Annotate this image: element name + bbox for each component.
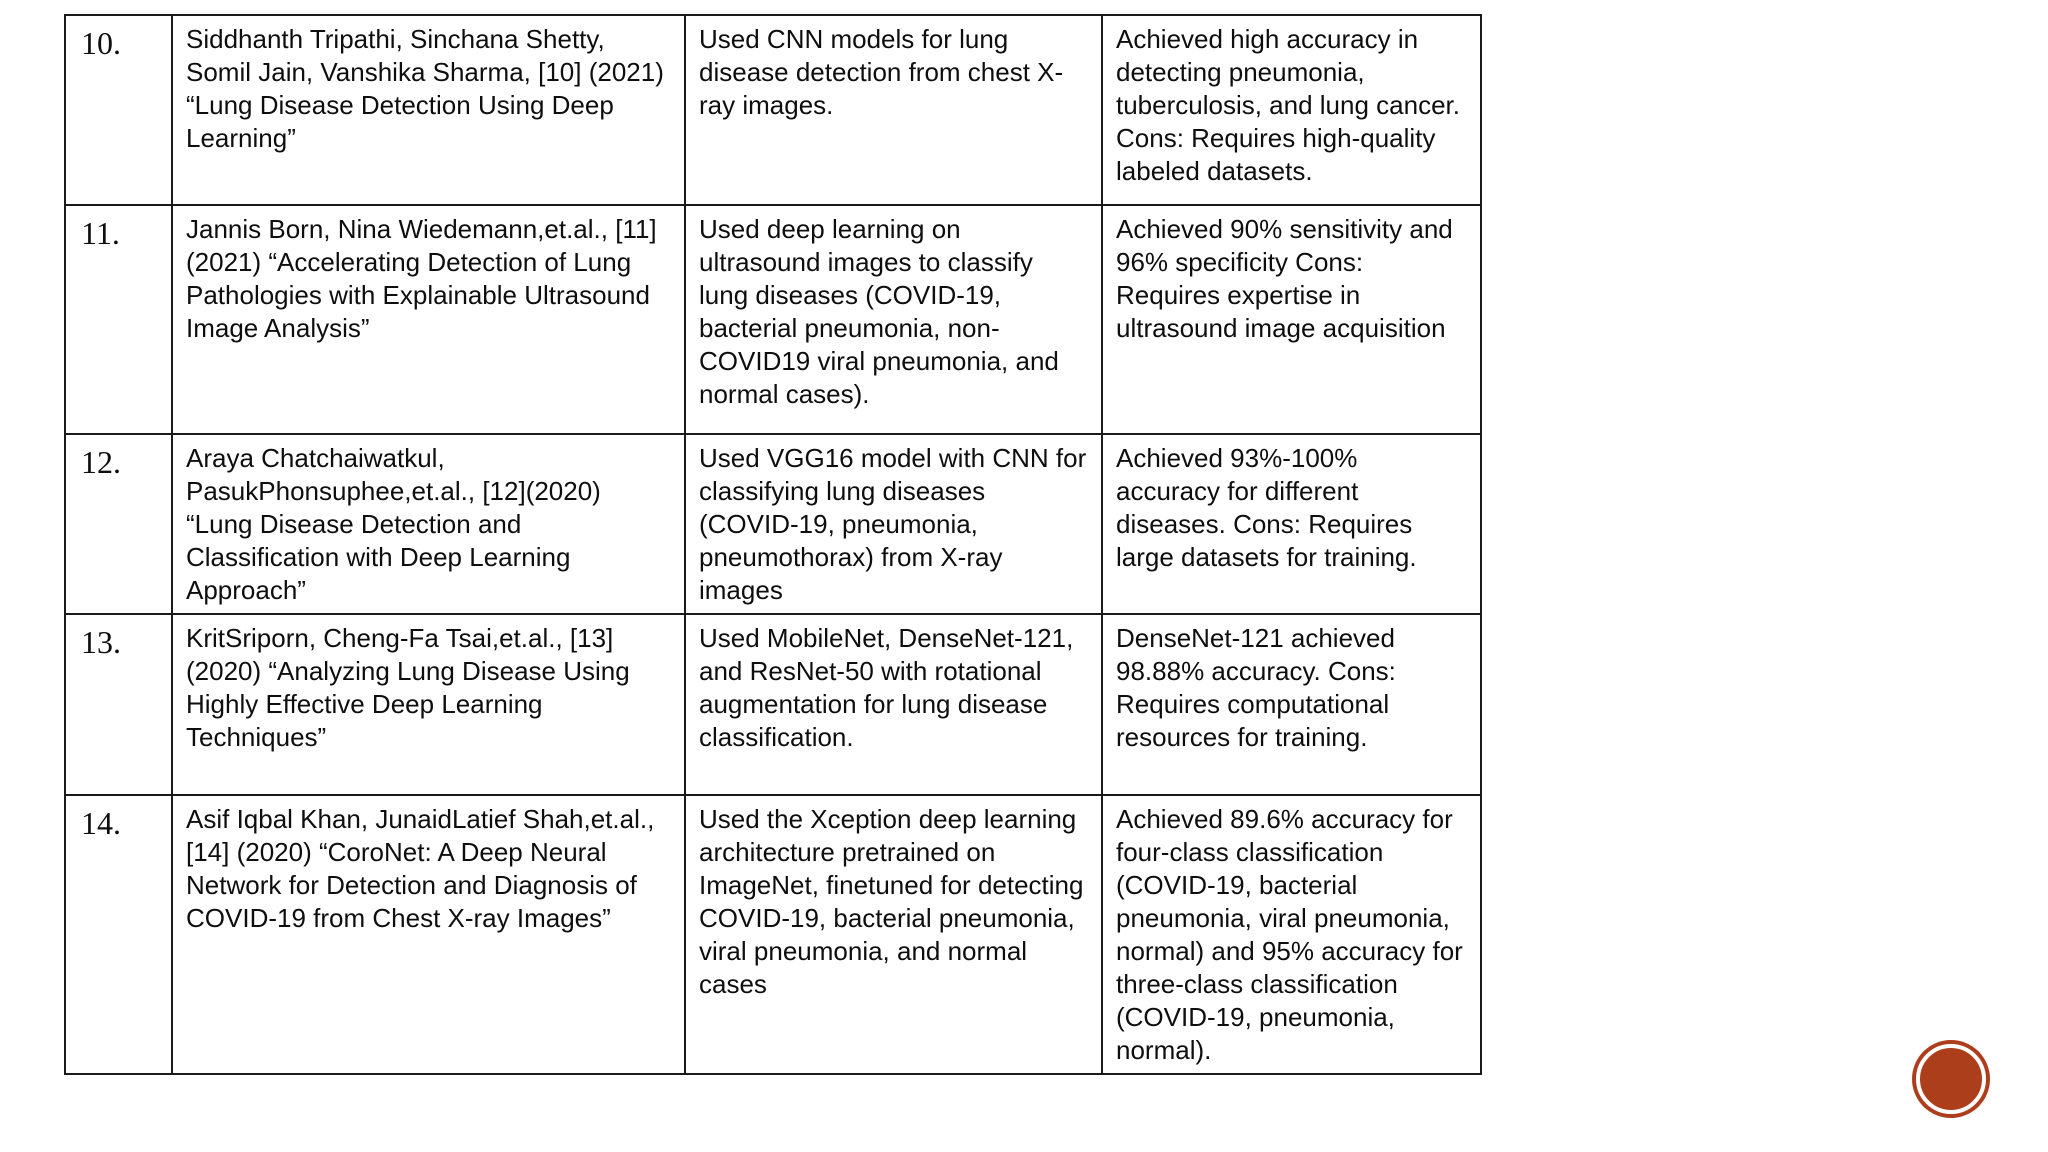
method-cell: Used the Xception deep learning architec… (684, 794, 1103, 1075)
table-row: 13. KritSriporn, Cheng-Fa Tsai,et.al., [… (64, 613, 1482, 796)
row-number-cell: 12. (64, 433, 173, 615)
row-number-cell: 13. (64, 613, 173, 796)
table-row: 12. Araya Chatchaiwatkul, PasukPhonsuphe… (64, 433, 1482, 615)
method-cell: Used MobileNet, DenseNet-121, and ResNet… (684, 613, 1103, 796)
row-number-cell: 10. (64, 14, 173, 206)
findings-cell: Achieved 93%-100% accuracy for different… (1101, 433, 1482, 615)
method-cell: Used CNN models for lung disease detecti… (684, 14, 1103, 206)
findings-cell: Achieved high accuracy in detecting pneu… (1101, 14, 1482, 206)
citation-cell: Siddhanth Tripathi, Sinchana Shetty, Som… (171, 14, 686, 206)
table-row: 10. Siddhanth Tripathi, Sinchana Shetty,… (64, 14, 1482, 206)
citation-cell: Araya Chatchaiwatkul, PasukPhonsuphee,et… (171, 433, 686, 615)
slide-decoration-circle-icon (1912, 1040, 1990, 1118)
method-cell: Used deep learning on ultrasound images … (684, 204, 1103, 435)
citation-cell: KritSriporn, Cheng-Fa Tsai,et.al., [13] … (171, 613, 686, 796)
table-row: 14. Asif Iqbal Khan, JunaidLatief Shah,e… (64, 794, 1482, 1075)
citation-cell: Jannis Born, Nina Wiedemann,et.al., [11]… (171, 204, 686, 435)
row-number-cell: 11. (64, 204, 173, 435)
table-row: 11. Jannis Born, Nina Wiedemann,et.al., … (64, 204, 1482, 435)
findings-cell: Achieved 90% sensitivity and 96% specifi… (1101, 204, 1482, 435)
row-number-cell: 14. (64, 794, 173, 1075)
literature-review-table: 10. Siddhanth Tripathi, Sinchana Shetty,… (64, 14, 1482, 1075)
citation-cell: Asif Iqbal Khan, JunaidLatief Shah,et.al… (171, 794, 686, 1075)
method-cell: Used VGG16 model with CNN for classifyin… (684, 433, 1103, 615)
findings-cell: DenseNet-121 achieved 98.88% accuracy. C… (1101, 613, 1482, 796)
findings-cell: Achieved 89.6% accuracy for four-class c… (1101, 794, 1482, 1075)
